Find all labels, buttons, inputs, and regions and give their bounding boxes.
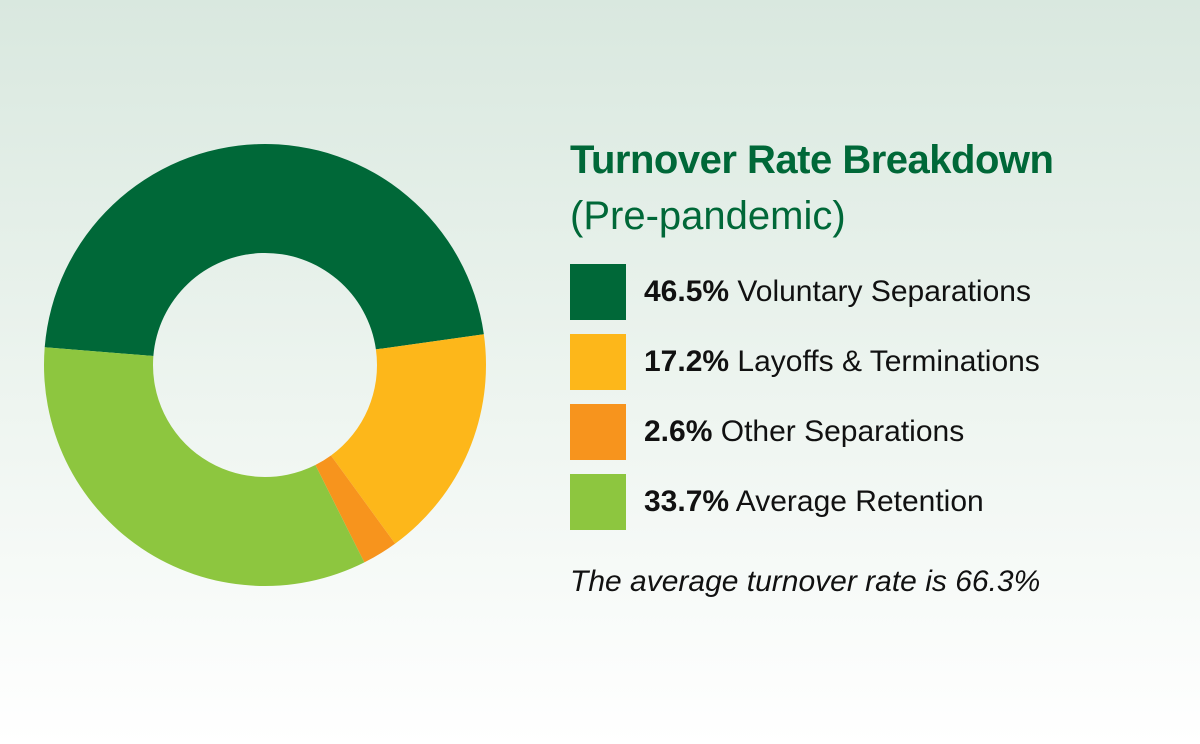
slice-other-separations: [315, 455, 396, 563]
legend-value-average-retention: 33.7%: [644, 485, 730, 518]
slice-voluntary-separations: [44, 143, 484, 357]
legend-item-voluntary-separations: 46.5% Voluntary Separations: [570, 264, 1190, 320]
legend-value-layoffs-terminations: 17.2%: [644, 345, 730, 378]
legend-name-layoffs-terminations: Layoffs & Terminations: [737, 345, 1040, 378]
turnover-note: The average turnover rate is 66.3%: [570, 565, 1041, 598]
legend-item-average-retention: 33.7% Average Retention: [570, 474, 1190, 530]
legend-swatch-layoffs-terminations: [570, 334, 626, 390]
legend-swatch-other-separations: [570, 404, 626, 460]
chart-title: Turnover Rate Breakdown: [570, 138, 1054, 182]
legend-label-layoffs-terminations: 17.2% Layoffs & Terminations: [644, 345, 1040, 379]
donut-chart: [43, 143, 486, 586]
chart-title-block: Turnover Rate Breakdown (Pre-pandemic): [570, 132, 1190, 244]
legend-name-voluntary-separations: Voluntary Separations: [737, 275, 1031, 308]
legend-label-voluntary-separations: 46.5% Voluntary Separations: [644, 275, 1031, 309]
legend-value-voluntary-separations: 46.5%: [644, 275, 730, 308]
legend-item-layoffs-terminations: 17.2% Layoffs & Terminations: [570, 334, 1190, 390]
legend-item-other-separations: 2.6% Other Separations: [570, 404, 1190, 460]
slice-average-retention: [43, 347, 365, 586]
legend: 46.5% Voluntary Separations 17.2% Layoff…: [570, 264, 1190, 544]
legend-label-other-separations: 2.6% Other Separations: [644, 415, 964, 449]
legend-name-other-separations: Other Separations: [720, 415, 965, 448]
slice-layoffs-terminations: [330, 334, 486, 544]
legend-name-average-retention: Average Retention: [735, 485, 984, 518]
legend-label-average-retention: 33.7% Average Retention: [644, 485, 984, 519]
chart-subtitle: (Pre-pandemic): [570, 194, 846, 238]
legend-swatch-voluntary-separations: [570, 264, 626, 320]
legend-value-other-separations: 2.6%: [644, 415, 713, 448]
legend-swatch-average-retention: [570, 474, 626, 530]
